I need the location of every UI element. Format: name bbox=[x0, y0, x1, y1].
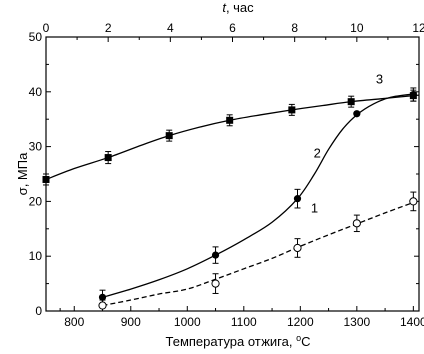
series-3-point bbox=[288, 106, 296, 114]
x-axis-title: Температура отжига, oC bbox=[166, 333, 311, 349]
x-tick-label: 1200 bbox=[287, 315, 314, 329]
series-1-point bbox=[211, 279, 220, 288]
series-3-point bbox=[347, 98, 355, 106]
top-tick-label: 2 bbox=[105, 21, 112, 35]
series-1-point bbox=[98, 301, 107, 310]
y-tick-label: 20 bbox=[29, 194, 43, 208]
series-3-point bbox=[226, 116, 234, 124]
series-2-point bbox=[211, 251, 220, 259]
x-tick-label: 1300 bbox=[343, 315, 370, 329]
series-3-point bbox=[165, 132, 173, 140]
top-tick-label: 8 bbox=[291, 21, 298, 35]
series-3-line bbox=[45, 94, 420, 181]
labels-group: 3 2 1 bbox=[311, 72, 383, 216]
plot-frame bbox=[45, 36, 420, 312]
y-axis-title: σ, МПа bbox=[15, 152, 30, 195]
series-3-point bbox=[42, 175, 50, 183]
series-1-point bbox=[352, 219, 361, 228]
top-axis-title: t, час bbox=[222, 0, 254, 15]
series-2-label: 2 bbox=[314, 146, 321, 161]
y-tick-label: 10 bbox=[29, 249, 43, 263]
top-tick-label: 12 bbox=[412, 21, 424, 35]
top-tick-label: 0 bbox=[43, 21, 50, 35]
series-1-point bbox=[293, 243, 302, 253]
series-2-point bbox=[353, 110, 361, 118]
x-tick-label: 1100 bbox=[231, 315, 257, 329]
x-tick-label: 1400 bbox=[400, 315, 424, 329]
y-tick-label: 50 bbox=[29, 30, 43, 44]
y-tick-label: 0 bbox=[35, 304, 42, 318]
series-3-point bbox=[104, 154, 112, 162]
points-group bbox=[42, 90, 418, 310]
series-2-point bbox=[293, 195, 302, 203]
top-tick-label: 6 bbox=[229, 21, 236, 35]
top-tick-label: 4 bbox=[167, 21, 174, 35]
series-1-line bbox=[102, 201, 414, 307]
x-tick-label: 1000 bbox=[174, 315, 201, 329]
series-3-label: 3 bbox=[376, 72, 383, 87]
top-tick-label: 10 bbox=[350, 21, 364, 35]
x-tick-label: 900 bbox=[121, 315, 141, 329]
series-2-point bbox=[409, 90, 417, 99]
series-1-point bbox=[409, 197, 418, 206]
series-1-label: 1 bbox=[311, 200, 318, 215]
y-tick-label: 30 bbox=[29, 140, 43, 154]
series-2-line bbox=[102, 93, 414, 298]
y-tick-label: 40 bbox=[29, 85, 43, 99]
x-tick-label: 800 bbox=[64, 315, 84, 329]
series-2-point bbox=[98, 293, 107, 301]
